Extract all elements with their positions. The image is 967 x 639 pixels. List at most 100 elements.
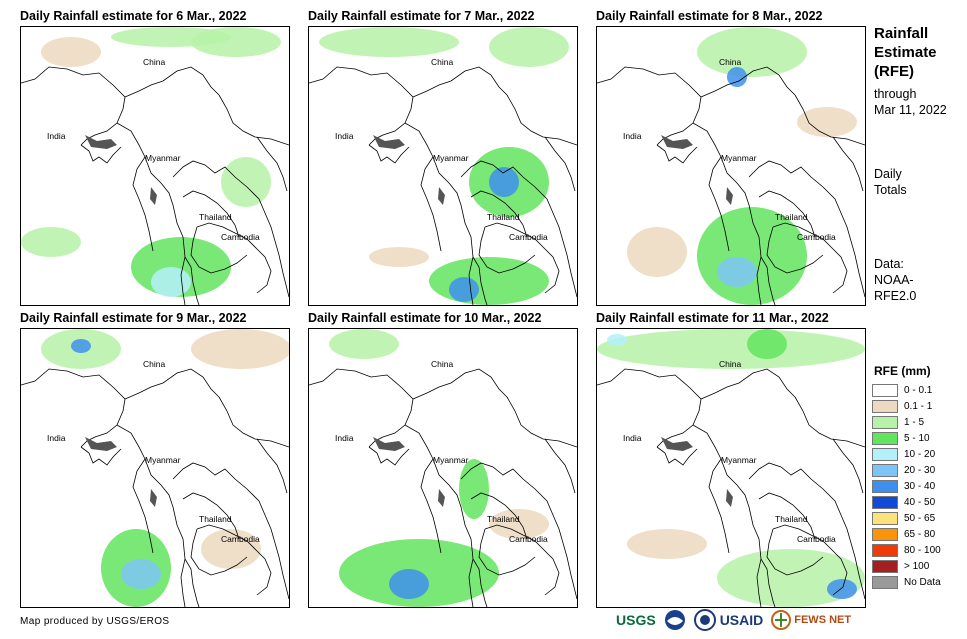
map-panel-11-mar: Daily Rainfall estimate for 11 Mar., 202…: [596, 310, 885, 610]
rainfall-layer: [627, 27, 857, 305]
legend-label: 0.1 - 1: [904, 400, 933, 412]
basemap: China India Myanmar Thailand Cambodia: [21, 329, 289, 607]
fewsnet-logo: FEWS NET: [794, 614, 852, 626]
usaid-seal-icon: [693, 609, 716, 631]
map-credit: Map produced by USGS/EROS: [20, 616, 170, 627]
legend-label: 65 - 80: [904, 528, 936, 540]
label-china: China: [431, 57, 453, 67]
legend-item: 50 - 65: [872, 510, 962, 526]
country-borders: [597, 368, 865, 607]
rain-area: [429, 257, 549, 305]
label-myanmar: Myanmar: [145, 153, 181, 163]
legend-item: 40 - 50: [872, 494, 962, 510]
legend-label: 5 - 10: [904, 432, 930, 444]
map-frame: China India Myanmar Thailand Cambodia: [308, 328, 578, 608]
rain-area: [489, 509, 549, 539]
side-title: Rainfall Estimate (RFE): [874, 24, 937, 81]
rain-area: [489, 167, 519, 197]
legend-label: 80 - 100: [904, 544, 941, 556]
basemap: China India Myanmar Thailand Cambodia: [21, 27, 289, 305]
panel-title: Daily Rainfall estimate for 11 Mar., 202…: [596, 311, 829, 325]
side-totals-label: Totals: [874, 183, 907, 197]
label-cambodia: Cambodia: [509, 534, 548, 544]
label-myanmar: Myanmar: [721, 153, 757, 163]
label-india: India: [335, 433, 354, 443]
rain-area: [717, 257, 757, 287]
map-frame: China India Myanmar Thailand Cambodia: [596, 26, 866, 306]
basemap: China India Myanmar Thailand Cambodia: [597, 27, 865, 305]
rivers: [373, 135, 445, 205]
legend-swatch: [872, 447, 898, 461]
map-panel-9-mar: Daily Rainfall estimate for 9 Mar., 2022: [20, 310, 309, 610]
country-borders: [309, 368, 577, 607]
noaa-logo-icon: [664, 610, 685, 630]
label-india: India: [47, 433, 66, 443]
legend-item: 80 - 100: [872, 542, 962, 558]
rivers: [373, 437, 445, 507]
legend-swatch: [872, 383, 898, 397]
rain-area: [607, 334, 627, 346]
rainfall-layer: [329, 329, 549, 607]
label-china: China: [143, 57, 165, 67]
legend-swatch: [872, 559, 898, 573]
side-daily: Daily Totals: [874, 166, 907, 198]
label-india: India: [335, 131, 354, 141]
label-thailand: Thailand: [199, 514, 232, 524]
rain-area: [627, 227, 687, 277]
label-cambodia: Cambodia: [797, 534, 836, 544]
rain-area: [627, 529, 707, 559]
label-myanmar: Myanmar: [721, 455, 757, 465]
side-through-date: Mar 11, 2022: [874, 103, 947, 117]
rainfall-layer: [597, 329, 865, 607]
rain-area: [121, 559, 161, 589]
legend-item: 1 - 5: [872, 414, 962, 430]
rain-area: [389, 569, 429, 599]
legend-swatch: [872, 431, 898, 445]
label-cambodia: Cambodia: [797, 232, 836, 242]
legend-swatch: [872, 575, 898, 589]
label-india: India: [623, 131, 642, 141]
label-thailand: Thailand: [775, 212, 808, 222]
label-cambodia: Cambodia: [221, 534, 260, 544]
panel-title: Daily Rainfall estimate for 7 Mar., 2022: [308, 9, 535, 23]
map-frame: China India Myanmar Thailand Cambodia: [20, 26, 290, 306]
label-thailand: Thailand: [775, 514, 808, 524]
legend-item: 30 - 40: [872, 478, 962, 494]
rain-area: [191, 329, 289, 369]
rain-area: [201, 529, 261, 569]
rain-area: [459, 459, 489, 519]
usgs-logo: USGS: [616, 612, 656, 628]
legend-swatch: [872, 399, 898, 413]
label-india: India: [47, 131, 66, 141]
legend-item: No Data: [872, 574, 962, 590]
rainfall-layer: [21, 27, 281, 297]
rain-area: [489, 27, 569, 67]
side-data-src2: RFE2.0: [874, 289, 917, 303]
rain-area: [697, 27, 807, 77]
label-cambodia: Cambodia: [221, 232, 260, 242]
legend-swatch: [872, 543, 898, 557]
legend-label: 40 - 50: [904, 496, 936, 508]
panel-title: Daily Rainfall estimate for 6 Mar., 2022: [20, 9, 247, 23]
legend-label: 1 - 5: [904, 416, 925, 428]
label-thailand: Thailand: [487, 212, 520, 222]
rainfall-layer: [41, 329, 289, 607]
map-panel-10-mar: Daily Rainfall estimate for 10 Mar., 202…: [308, 310, 597, 610]
panel-title: Daily Rainfall estimate for 8 Mar., 2022: [596, 9, 823, 23]
legend-label: 30 - 40: [904, 480, 936, 492]
rivers: [661, 135, 733, 205]
side-data-src1: NOAA-: [874, 273, 914, 287]
rain-area: [71, 339, 91, 353]
fewsnet-globe-icon: [771, 610, 792, 630]
legend-label: No Data: [904, 576, 941, 588]
map-panel-8-mar: Daily Rainfall estimate for 8 Mar., 2022: [596, 8, 885, 308]
rain-area: [41, 37, 101, 67]
label-china: China: [719, 359, 741, 369]
legend-item: 0.1 - 1: [872, 398, 962, 414]
legend-label: 50 - 65: [904, 512, 936, 524]
rain-area: [319, 27, 459, 57]
rain-area: [449, 277, 479, 302]
label-china: China: [431, 359, 453, 369]
legend-swatch: [872, 463, 898, 477]
legend-swatch: [872, 479, 898, 493]
